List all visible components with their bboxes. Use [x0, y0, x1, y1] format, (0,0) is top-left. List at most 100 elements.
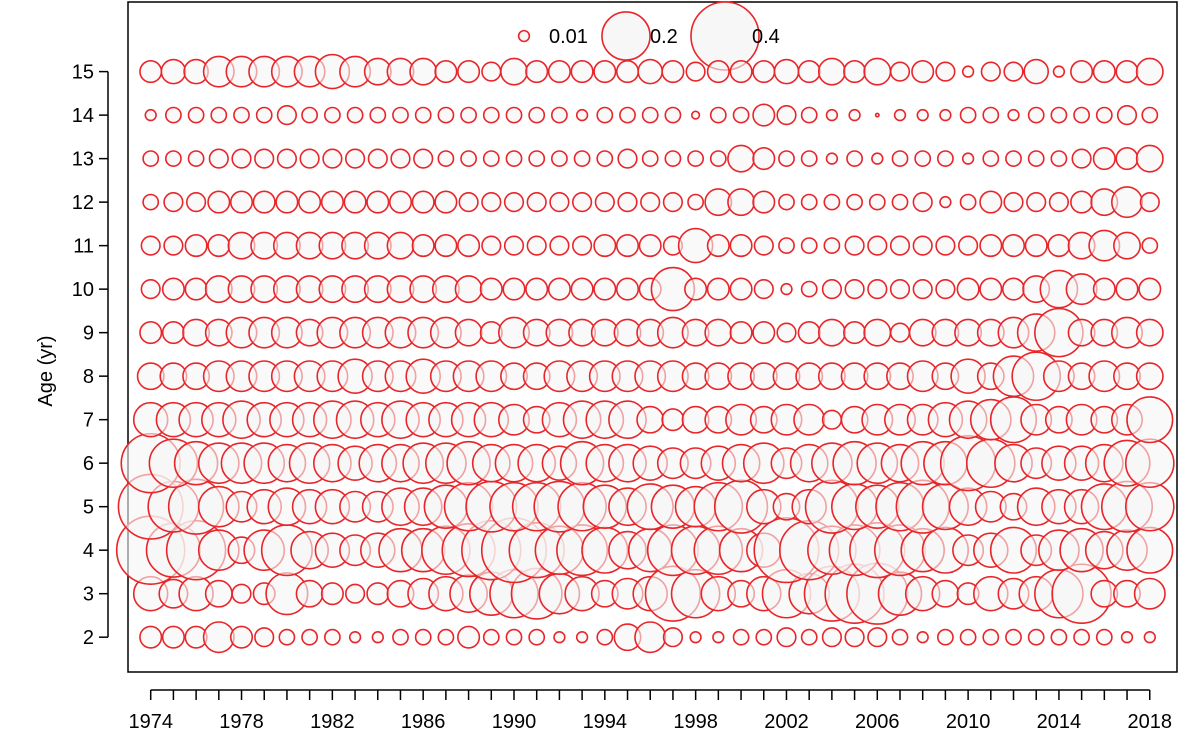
- legend-label-0.2: 0.2: [650, 26, 678, 48]
- x-axis: 1974 1978 1982 1986 1990 1994 1998 2002 2006 2010…: [128, 689, 1172, 733]
- bubble-age-15-year-1999: [706, 60, 730, 84]
- bubble-age-12-year-1976: [185, 191, 207, 213]
- bubble-age-11-year-1992: [549, 235, 570, 256]
- bubble-age-14-year-1988: [460, 106, 477, 124]
- bubble-age-10-year-1999: [706, 277, 730, 301]
- bubble-age-8-year-2018: [1135, 362, 1164, 391]
- x-tick-label-1986: 1986: [401, 711, 446, 733]
- bubble-age-5-year-2018: [1124, 481, 1175, 532]
- bubble-age-15-year-1974: [139, 60, 163, 84]
- bubble-age-13-year-2009: [937, 150, 954, 167]
- legend: 0.01 0.2 0.4: [517, 1, 780, 71]
- bubble-age-15-year-2010: [961, 65, 975, 78]
- x-tick-label-1994: 1994: [583, 711, 628, 733]
- bubble-age-14-year-1980: [276, 104, 298, 126]
- bubble-age-12-year-2012: [1003, 191, 1024, 213]
- bubble-age-2-year-2000: [732, 628, 750, 646]
- bubble-age-9-year-2002: [776, 322, 797, 343]
- bubble-age-2-year-1993: [575, 631, 589, 644]
- bubble-age-14-year-1996: [641, 106, 659, 124]
- bubble-age-14-year-2012: [1007, 108, 1020, 122]
- bubble-age-10-year-2010: [956, 277, 980, 301]
- bubble-age-12-year-1988: [458, 191, 479, 213]
- bubble-age-12-year-1986: [411, 190, 435, 214]
- bubble-age-15-year-1990: [500, 57, 528, 86]
- bubble-age-9-year-2007: [889, 322, 911, 343]
- bubble-age-9-year-2003: [797, 321, 821, 345]
- bubble-age-14-year-1974: [144, 108, 157, 122]
- bubble-age-14-year-1977: [210, 106, 228, 124]
- bubble-age-13-year-2015: [1071, 148, 1092, 169]
- x-tick-label-2014: 2014: [1037, 711, 1082, 733]
- bubble-age-11-year-2017: [1113, 231, 1141, 260]
- bubble-age-13-year-2004: [825, 152, 839, 165]
- bubble-age-12-year-1998: [687, 193, 704, 211]
- y-tick-label-4: 4: [83, 540, 94, 562]
- bubble-age-15-year-2005: [843, 60, 867, 84]
- bubble-age-15-year-1995: [615, 60, 640, 84]
- bubble-age-2-year-1997: [662, 627, 684, 648]
- bubble-age-10-year-1993: [570, 277, 594, 301]
- bubble-age-13-year-2018: [1135, 144, 1164, 173]
- bubble-age-10-year-2018: [1138, 277, 1162, 301]
- bubble-age-11-year-2006: [867, 235, 888, 256]
- bubble-age-12-year-1989: [481, 191, 502, 213]
- bubble-age-2-year-2008: [916, 631, 929, 644]
- bubble-age-13-year-2005: [846, 150, 863, 167]
- bubble-age-9-year-2005: [843, 321, 867, 345]
- bubble-age-2-year-2017: [1120, 631, 1134, 644]
- bubble-age-15-year-2004: [817, 57, 846, 86]
- bubble-age-12-year-2003: [800, 193, 818, 211]
- bubbles-layer: [115, 53, 1175, 654]
- bubble-age-15-year-1994: [593, 60, 617, 84]
- bubble-age-13-year-1998: [687, 150, 704, 167]
- bubble-age-13-year-1996: [641, 150, 659, 167]
- bubble-age-12-year-1974: [142, 193, 160, 211]
- bubble-age-12-year-1996: [640, 191, 661, 213]
- bubble-age-12-year-1994: [594, 191, 615, 213]
- bubble-age-14-year-1987: [437, 106, 455, 124]
- bubble-age-10-year-1976: [184, 277, 208, 301]
- bubble-age-15-year-2003: [797, 60, 821, 84]
- bubble-age-10-year-2003: [800, 280, 818, 298]
- bubble-age-11-year-2008: [912, 235, 933, 256]
- bubble-age-14-year-1999: [709, 106, 727, 124]
- bubble-age-13-year-1999: [709, 150, 727, 167]
- bubble-age-13-year-1995: [617, 148, 638, 169]
- bubble-age-2-year-1975: [161, 625, 185, 649]
- bubble-age-12-year-2015: [1070, 190, 1094, 214]
- bubble-age-14-year-2016: [1095, 106, 1113, 124]
- bubble-age-2-year-2006: [867, 627, 888, 648]
- bubble-age-14-year-1997: [664, 106, 682, 124]
- bubble-age-13-year-1974: [142, 150, 160, 167]
- bubble-age-15-year-1975: [160, 58, 187, 85]
- bubble-age-13-year-1980: [276, 148, 298, 169]
- bubble-age-11-year-2012: [1001, 234, 1026, 258]
- bubble-age-12-year-1982: [320, 190, 344, 214]
- bubble-age-15-year-1991: [525, 60, 549, 84]
- legend-bubble-0.2: [601, 11, 651, 61]
- bubble-age-15-year-2016: [1092, 60, 1116, 84]
- bubble-age-15-year-2013: [1023, 58, 1050, 85]
- bubble-age-14-year-2009: [939, 108, 952, 122]
- bubble-age-13-year-2011: [982, 150, 1000, 167]
- bubble-age-15-year-1998: [685, 61, 706, 82]
- bubble-age-13-year-1982: [322, 148, 343, 169]
- bubble-age-9-year-1974: [139, 321, 163, 345]
- bubble-age-15-year-2002: [773, 58, 800, 85]
- bubble-age-13-year-1992: [551, 150, 568, 167]
- y-tick-label-6: 6: [83, 453, 94, 475]
- bubble-age-10-year-2004: [821, 278, 843, 300]
- bubble-age-12-year-2014: [1048, 191, 1070, 213]
- bubble-age-15-year-2015: [1070, 60, 1094, 84]
- bubble-age-13-year-2002: [778, 150, 795, 167]
- bubble-age-14-year-1991: [528, 106, 546, 124]
- bubble-age-15-year-2014: [1052, 65, 1066, 78]
- bubble-age-11-year-2009: [935, 235, 956, 256]
- bubble-age-14-year-1995: [619, 106, 636, 124]
- bubble-age-10-year-1994: [593, 277, 617, 301]
- bubble-age-13-year-1993: [573, 150, 591, 167]
- bubble-age-2-year-2004: [821, 627, 843, 648]
- bubble-age-14-year-2003: [800, 106, 818, 124]
- bubble-age-12-year-2017: [1110, 186, 1144, 219]
